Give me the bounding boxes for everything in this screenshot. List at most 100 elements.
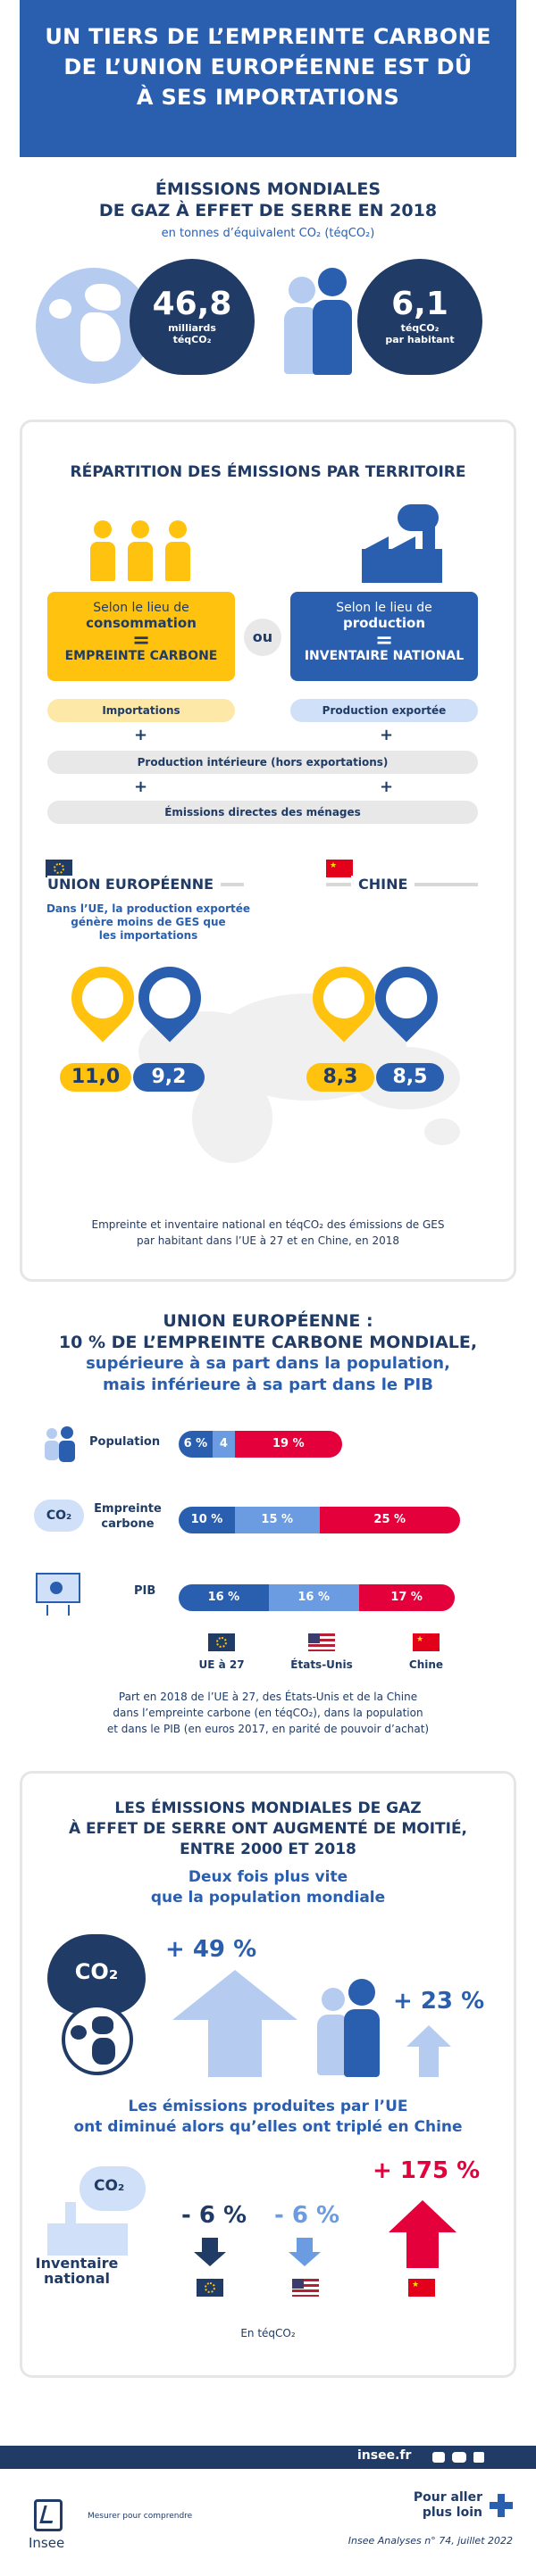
legend-us-label: États-Unis [290, 1658, 353, 1671]
growth-co2-cloud: CO₂ [47, 1934, 146, 2015]
share-bar: 17 % [358, 1584, 455, 1611]
share-bar: 16 % [179, 1584, 269, 1611]
insee-tagline: Mesurer pour comprendre [88, 2512, 193, 2521]
growth-subtitle-2-block: Les émissions produites par l’UE ont dim… [22, 2097, 514, 2138]
eu-note-line-3: les importations [98, 929, 198, 942]
per-capita-cloud: 6,1 téqCO₂ par habitant [357, 259, 482, 375]
emissions-up-arrow-icon [172, 1970, 297, 2077]
inventory-label: Inventaire national [28, 2256, 126, 2286]
inventory-co2-label: CO₂ [94, 2177, 125, 2195]
publication-reference: Insee Analyses n° 74, juillet 2022 [348, 2535, 513, 2547]
header-line-2: DE L’UNION EUROPÉENNE EST DÛ [63, 54, 473, 79]
us-down-arrow-icon [289, 2238, 321, 2266]
growth-title-1: LES ÉMISSIONS MONDIALES DE GAZ [114, 1799, 422, 1817]
share-bar: 15 % [235, 1507, 320, 1533]
eu-change-value: - 6 % [181, 2202, 247, 2229]
domestic-production-pill: Production intérieure (hors exportations… [47, 751, 478, 774]
linkedin-icon[interactable] [473, 2452, 484, 2463]
per-capita-unit-1: téqCO₂ [400, 322, 440, 334]
eu-note-line-2: génère moins de GES que [71, 916, 226, 928]
inventory-label-2: national [44, 2270, 110, 2287]
china-inventory-pin [362, 953, 451, 1047]
eu-inventory-value: 9,2 [133, 1063, 205, 1092]
share-bar: 6 % [179, 1431, 213, 1458]
footer-bar: insee.fr [0, 2446, 536, 2469]
production-line-3: INVENTAIRE NATIONAL [304, 649, 465, 663]
consumption-equals: = [131, 627, 151, 652]
eu-footprint-pin [58, 953, 147, 1047]
legend-eu-label: UE à 27 [198, 1658, 245, 1671]
eu-inventory-pin [125, 953, 214, 1047]
further-reading-2: plus loin [422, 2505, 482, 2520]
eu-share-title-2: 10 % DE L’EMPREINTE CARBONE MONDIALE, [58, 1333, 478, 1352]
production-equals: = [374, 627, 394, 652]
twitter-icon[interactable] [432, 2452, 445, 2463]
consumption-line-3: EMPREINTE CARBONE [64, 649, 218, 663]
population-up-arrow-icon [406, 2025, 451, 2077]
eu-share-note: Part en 2018 de l’UE à 27, des États-Uni… [0, 1689, 536, 1737]
youtube-icon[interactable] [452, 2452, 466, 2463]
china-change-value: + 175 % [373, 2157, 481, 2184]
production-line-1: Selon le lieu de [336, 601, 432, 615]
world-title-1: ÉMISSIONS MONDIALES [155, 179, 381, 199]
total-unit-2: téqCO₂ [172, 334, 212, 345]
consumption-line-2: consommation [86, 615, 197, 631]
production-box: Selon le lieu de production = INVENTAIRE… [290, 592, 478, 681]
emissions-growth-value: + 49 % [165, 1936, 257, 1963]
further-reading-1: Pour aller [413, 2490, 482, 2505]
eu-share-note-line-2: dans l’empreinte carbone (en téqCO₂), da… [113, 1707, 423, 1719]
eu-share-title-3: supérieure à sa part dans la population, [86, 1354, 450, 1373]
eu-share-title-4: mais inférieure à sa part dans le PIB [103, 1375, 433, 1394]
growth-title-2: À EFFET DE SERRE ONT AUGMENTÉ DE MOITIÉ, [68, 1820, 468, 1838]
plus-icon[interactable] [490, 2494, 513, 2517]
territory-footnote-line-2: par habitant dans l’UE à 27 et en Chine,… [136, 1234, 400, 1247]
territory-card: RÉPARTITION DES ÉMISSIONS PAR TERRITOIRE… [20, 420, 516, 1282]
growth-subtitle-4: ont diminué alors qu’elles ont triplé en… [73, 2118, 463, 2136]
world-subtitle: en tonnes d’équivalent CO₂ (téqCO₂) [161, 227, 375, 240]
eu-share-note-line-3: et dans le PIB (en euros 2017, en parité… [106, 1723, 430, 1735]
header-line-1: UN TIERS DE L’EMPREINTE CARBONE [45, 24, 491, 49]
growth-subtitle: Deux fois plus vite que la population mo… [22, 1867, 514, 1908]
legend-eu-flag-icon [208, 1633, 235, 1651]
consumption-box: Selon le lieu de consommation = EMPREINT… [47, 592, 235, 681]
eu-note: Dans l’UE, la production exportée génère… [46, 902, 251, 943]
header-line-3: À SES IMPORTATIONS [136, 85, 400, 110]
legend-china-flag-icon: ★ [413, 1633, 440, 1651]
territory-footnote: Empreinte et inventaire national en téqC… [22, 1217, 514, 1249]
population-icon [45, 1426, 80, 1462]
consumers-icon [90, 520, 192, 583]
inventory-factory-icon: CO₂ [47, 2166, 146, 2256]
per-capita-value: 6,1 [391, 286, 448, 322]
importations-pill: Importations [47, 699, 235, 722]
eu-flag-icon [46, 860, 72, 877]
gdp-chart-icon [36, 1571, 80, 1616]
growth-co2-label: CO₂ [74, 1959, 119, 1984]
share-bar: 4 % [212, 1431, 235, 1477]
site-link[interactable]: insee.fr [357, 2448, 412, 2463]
plus-sign: + [380, 777, 394, 796]
china-footprint-value: 8,3 [306, 1063, 374, 1092]
eu-label: UNION EUROPÉENNE [47, 876, 222, 893]
eu-down-arrow-icon [194, 2238, 226, 2266]
per-capita-unit-2: par habitant [385, 334, 455, 345]
share-bar: 25 % [319, 1507, 460, 1533]
world-emissions-section: ÉMISSIONS MONDIALES DE GAZ À EFFET DE SE… [0, 179, 536, 240]
production-line-2: production [342, 615, 426, 631]
growth-us-flag-icon [292, 2279, 319, 2297]
row-label-footprint: Empreinte carbone [88, 1501, 168, 1532]
total-unit-1: milliards [168, 322, 216, 334]
growth-card: LES ÉMISSIONS MONDIALES DE GAZ À EFFET D… [20, 1771, 516, 2378]
total-cloud: 46,8 milliards téqCO₂ [130, 259, 255, 375]
further-reading-link[interactable]: Pour aller plus loin [393, 2490, 482, 2521]
row-label-footprint-1: Empreinte [94, 1502, 162, 1516]
row-label-footprint-2: carbone [101, 1517, 155, 1531]
growth-subtitle-3: Les émissions produites par l’UE [128, 2098, 408, 2115]
household-emissions-pill: Émissions directes des ménages [47, 801, 478, 824]
or-badge: ou [244, 619, 281, 656]
inventory-label-1: Inventaire [35, 2255, 119, 2272]
china-up-arrow-icon [389, 2200, 456, 2268]
growth-title-3: ENTRE 2000 ET 2018 [180, 1841, 356, 1858]
growth-subtitle-2: que la population mondiale [150, 1889, 386, 1907]
growth-person-dark-icon [344, 1979, 380, 2077]
